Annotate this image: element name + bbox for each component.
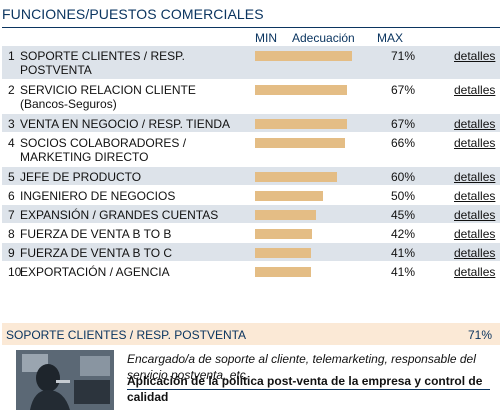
- row-number: 4: [8, 136, 15, 150]
- table-row: 9 FUERZA DE VENTA B TO C 41% detalles: [2, 243, 500, 262]
- detalles-link[interactable]: detalles: [454, 117, 496, 131]
- table-row: 7 EXPANSIÓN / GRANDES CUENTAS 45% detalles: [2, 205, 500, 224]
- row-name: SOCIOS COLABORADORES / MARKETING DIRECTO: [20, 136, 187, 164]
- results-table: 1 SOPORTE CLIENTES / RESP. POSTVENTA 71% de…: [2, 46, 500, 285]
- table-row: 5 JEFE DE PRODUCTO 60% detalles: [2, 167, 500, 186]
- adecuacion-bar-track: [255, 229, 353, 239]
- adecuacion-bar-track: [255, 191, 353, 201]
- column-header-adecuacion: Adecuación: [292, 31, 355, 45]
- adecuacion-bar-track: [255, 172, 353, 182]
- selected-detail-header: SOPORTE CLIENTES / RESP. POSTVENTA 71%: [2, 323, 500, 345]
- table-row: 10 EXPORTACIÓN / AGENCIA 41% detalles: [2, 262, 500, 285]
- adecuacion-bar-track: [255, 119, 353, 129]
- column-header-min: MIN: [255, 31, 277, 45]
- table-row: 3 VENTA EN NEGOCIO / RESP. TIENDA 67% detal…: [2, 114, 500, 133]
- adecuacion-bar-track: [255, 85, 353, 95]
- row-number: 9: [8, 246, 15, 260]
- selected-detail-name: SOPORTE CLIENTES / RESP. POSTVENTA: [6, 328, 247, 342]
- row-number: 7: [8, 208, 15, 222]
- call-center-photo: [16, 350, 114, 410]
- table-row: 4 SOCIOS COLABORADORES / MARKETING DIRECT…: [2, 133, 500, 167]
- detail-divider: [127, 389, 490, 390]
- row-name: FUERZA DE VENTA B TO C: [20, 246, 173, 260]
- row-percent: 66%: [390, 136, 415, 150]
- adecuacion-bar-track: [255, 248, 353, 258]
- adecuacion-bar: [255, 51, 352, 61]
- detalles-link[interactable]: detalles: [454, 189, 496, 203]
- row-percent: 60%: [390, 170, 415, 184]
- row-percent: 45%: [390, 208, 415, 222]
- adecuacion-bar: [255, 248, 311, 258]
- detalles-link[interactable]: detalles: [454, 170, 496, 184]
- row-percent: 67%: [390, 83, 415, 97]
- row-name: JEFE DE PRODUCTO: [20, 170, 142, 184]
- row-percent: 41%: [390, 246, 415, 260]
- detalles-link[interactable]: detalles: [454, 83, 496, 97]
- adecuacion-bar: [255, 210, 316, 220]
- row-number: 1: [8, 49, 15, 63]
- row-name: SOPORTE CLIENTES / RESP. POSTVENTA: [20, 49, 185, 77]
- row-number: 5: [8, 170, 15, 184]
- adecuacion-bar: [255, 119, 347, 129]
- row-name: EXPANSIÓN / GRANDES CUENTAS: [20, 208, 219, 222]
- adecuacion-bar: [255, 191, 323, 201]
- row-percent: 41%: [390, 265, 415, 279]
- row-number: 2: [8, 83, 15, 97]
- table-row: 2 SERVICIO RELACION CLIENTE (Bancos-Segur…: [2, 80, 500, 114]
- table-row: 6 INGENIERO DE NEGOCIOS 50% detalles: [2, 186, 500, 205]
- detail-description: Encargado/a de soporte al cliente, telem…: [127, 352, 476, 382]
- row-number: 6: [8, 189, 15, 203]
- row-name: FUERZA DE VENTA B TO B: [20, 227, 172, 241]
- adecuacion-bar-track: [255, 51, 353, 61]
- table-row: 8 FUERZA DE VENTA B TO B 42% detalles: [2, 224, 500, 243]
- row-name: INGENIERO DE NEGOCIOS: [20, 189, 176, 203]
- row-name: VENTA EN NEGOCIO / RESP. TIENDA: [20, 117, 231, 131]
- adecuacion-bar: [255, 229, 312, 239]
- table-row: 1 SOPORTE CLIENTES / RESP. POSTVENTA 71% de…: [2, 46, 500, 80]
- detalles-link[interactable]: detalles: [454, 136, 496, 150]
- adecuacion-bar: [255, 138, 345, 148]
- detail-task: Aplicación de la política post-venta de …: [127, 374, 483, 404]
- row-percent: 71%: [390, 49, 415, 63]
- detalles-link[interactable]: detalles: [454, 246, 496, 260]
- row-name: EXPORTACIÓN / AGENCIA: [20, 265, 170, 279]
- row-percent: 50%: [390, 189, 415, 203]
- row-number: 8: [8, 227, 15, 241]
- detalles-link[interactable]: detalles: [454, 208, 496, 222]
- adecuacion-bar: [255, 85, 347, 95]
- detalles-link[interactable]: detalles: [454, 49, 496, 63]
- adecuacion-bar-track: [255, 267, 353, 277]
- row-name: SERVICIO RELACION CLIENTE (Bancos-Seguro…: [20, 83, 196, 111]
- row-number: 10: [8, 265, 22, 279]
- detalles-link[interactable]: detalles: [454, 227, 496, 241]
- adecuacion-bar: [255, 172, 337, 182]
- row-percent: 67%: [390, 117, 415, 131]
- adecuacion-bar-track: [255, 210, 353, 220]
- column-header-max: MAX: [377, 31, 404, 45]
- adecuacion-bar-track: [255, 138, 353, 148]
- page-title: FUNCIONES/PUESTOS COMERCIALES: [2, 6, 264, 22]
- row-percent: 42%: [390, 227, 415, 241]
- selected-detail-percent: 71%: [467, 328, 492, 342]
- row-number: 3: [8, 117, 15, 131]
- header-divider: [2, 27, 500, 28]
- adecuacion-bar: [255, 267, 311, 277]
- detalles-link[interactable]: detalles: [454, 265, 496, 279]
